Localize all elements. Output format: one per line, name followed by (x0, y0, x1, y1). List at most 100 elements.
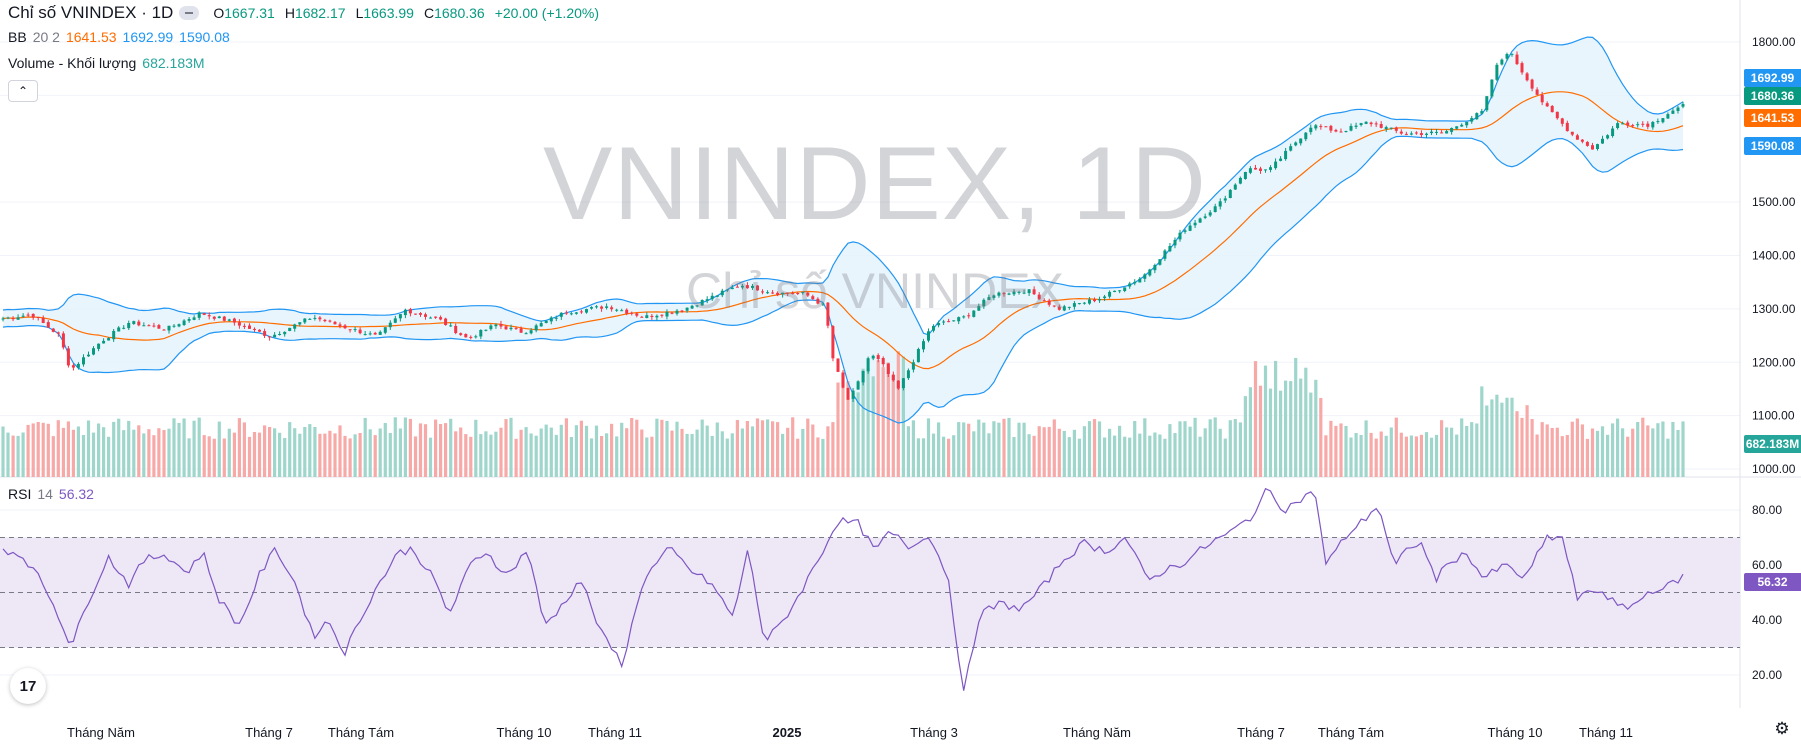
collapse-legend-button[interactable]: ⌃ (8, 80, 38, 102)
volume-bar (801, 428, 805, 477)
volume-bar (122, 430, 126, 477)
candle-body (162, 329, 166, 331)
candle-body (1168, 246, 1172, 252)
candle (1425, 132, 1428, 138)
candle (11, 316, 15, 322)
candle-body (680, 310, 684, 312)
candle-body (318, 317, 322, 320)
rsi-legend[interactable]: RSI 14 56.32 (8, 486, 94, 502)
tradingview-logo-icon[interactable]: 17 (10, 668, 46, 704)
volume-bar (675, 421, 679, 477)
volume-bar (313, 427, 317, 477)
more-options-icon[interactable] (179, 6, 200, 20)
volume-bar (474, 419, 478, 477)
candle (1329, 124, 1333, 133)
candle (1344, 130, 1348, 133)
candle-body (46, 322, 50, 328)
candle (806, 291, 810, 297)
volume-bar (886, 362, 890, 477)
candle (1651, 120, 1655, 130)
candle (1585, 141, 1589, 147)
candle (585, 308, 588, 314)
candle-body (544, 320, 548, 323)
volume-bar (237, 418, 241, 477)
candle-body (705, 299, 709, 301)
candle (896, 380, 900, 390)
candle (1404, 131, 1408, 136)
volume-bar (1203, 428, 1207, 477)
volume-bar (26, 424, 30, 477)
candle (1254, 164, 1257, 170)
volume-bar (906, 426, 910, 477)
volume-bar (1243, 396, 1247, 477)
volume-bar (1304, 367, 1308, 477)
candle (846, 387, 850, 400)
symbol-title[interactable]: Chỉ số VNINDEX · 1D (8, 3, 174, 22)
candle (1178, 229, 1182, 242)
volume-bar (358, 433, 362, 477)
volume-bar (1570, 421, 1574, 477)
candle (1128, 281, 1132, 289)
volume-bar (343, 435, 347, 477)
bb-basis-line (2, 91, 1684, 370)
candle (343, 324, 347, 330)
candle-body (222, 316, 226, 321)
gear-icon[interactable]: ⚙ (1774, 719, 1790, 738)
candle-body (1233, 184, 1237, 190)
candle-body (187, 319, 191, 321)
candle (197, 311, 201, 321)
candle (1374, 121, 1378, 128)
volume-bar (1178, 421, 1182, 477)
candle-body (137, 321, 141, 326)
volume-bar (957, 422, 961, 477)
candle (1475, 112, 1479, 120)
candle (202, 312, 206, 316)
candle (1223, 195, 1227, 204)
candle (615, 308, 619, 312)
candle-body (1319, 126, 1323, 128)
volume-bar (293, 428, 297, 477)
candle-body (715, 295, 719, 297)
candle (248, 323, 251, 329)
volume-bar (1143, 418, 1147, 477)
volume-bar (278, 432, 282, 477)
candle (1379, 121, 1383, 129)
candle (1555, 111, 1559, 120)
volume-bar (398, 428, 402, 477)
candle (308, 318, 312, 320)
candle (1218, 198, 1222, 210)
candle (76, 362, 80, 370)
candle-body (1631, 125, 1635, 127)
volume-bar (142, 433, 146, 477)
volume-bar (1, 426, 5, 477)
volume-bar (1394, 417, 1398, 477)
volume-bar (1319, 398, 1323, 477)
candle-body (1585, 141, 1589, 146)
volume-bar (710, 435, 714, 477)
candle (82, 354, 85, 367)
volume-bar (725, 438, 729, 477)
candle-body (1047, 300, 1051, 305)
candle-body (745, 285, 749, 289)
candle (625, 308, 629, 316)
candle (1661, 118, 1665, 124)
bb-legend[interactable]: BB 20 2 1641.53 1692.99 1590.08 (8, 29, 230, 45)
candle-body (841, 372, 845, 388)
candle-body (881, 358, 885, 365)
candle-body (564, 312, 568, 314)
volume-bar (1485, 405, 1489, 477)
volume-bar (41, 422, 45, 477)
watermark-symbol: VNINDEX, 1D (542, 126, 1208, 242)
volume-legend[interactable]: Volume - Khối lượng 682.183M (8, 55, 205, 71)
candle (66, 345, 70, 368)
candle-body (102, 340, 106, 344)
volume-bar (1228, 420, 1232, 477)
candle (992, 294, 996, 301)
candle (1314, 123, 1318, 131)
candle (182, 319, 186, 326)
candle-body (569, 313, 573, 315)
candle-body (987, 297, 991, 300)
ohlc-high: H1682.17 (284, 5, 346, 21)
candle-body (720, 290, 724, 296)
